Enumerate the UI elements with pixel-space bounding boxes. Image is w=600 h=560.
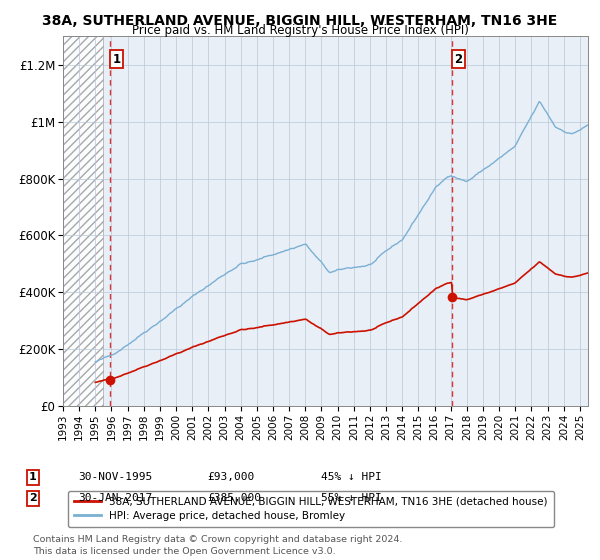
Legend: 38A, SUTHERLAND AVENUE, BIGGIN HILL, WESTERHAM, TN16 3HE (detached house), HPI: : 38A, SUTHERLAND AVENUE, BIGGIN HILL, WES… bbox=[68, 491, 554, 528]
Text: £385,000: £385,000 bbox=[207, 493, 261, 503]
Text: 1: 1 bbox=[113, 53, 121, 66]
Text: £93,000: £93,000 bbox=[207, 472, 254, 482]
Text: 2: 2 bbox=[29, 493, 37, 503]
Text: 38A, SUTHERLAND AVENUE, BIGGIN HILL, WESTERHAM, TN16 3HE: 38A, SUTHERLAND AVENUE, BIGGIN HILL, WES… bbox=[43, 14, 557, 28]
Text: 45% ↓ HPI: 45% ↓ HPI bbox=[321, 472, 382, 482]
Text: 30-NOV-1995: 30-NOV-1995 bbox=[78, 472, 152, 482]
Text: 30-JAN-2017: 30-JAN-2017 bbox=[78, 493, 152, 503]
Text: 2: 2 bbox=[454, 53, 463, 66]
Text: Price paid vs. HM Land Registry's House Price Index (HPI): Price paid vs. HM Land Registry's House … bbox=[131, 24, 469, 36]
Text: 1: 1 bbox=[29, 472, 37, 482]
Text: Contains HM Land Registry data © Crown copyright and database right 2024.
This d: Contains HM Land Registry data © Crown c… bbox=[33, 535, 403, 556]
Text: 55% ↓ HPI: 55% ↓ HPI bbox=[321, 493, 382, 503]
